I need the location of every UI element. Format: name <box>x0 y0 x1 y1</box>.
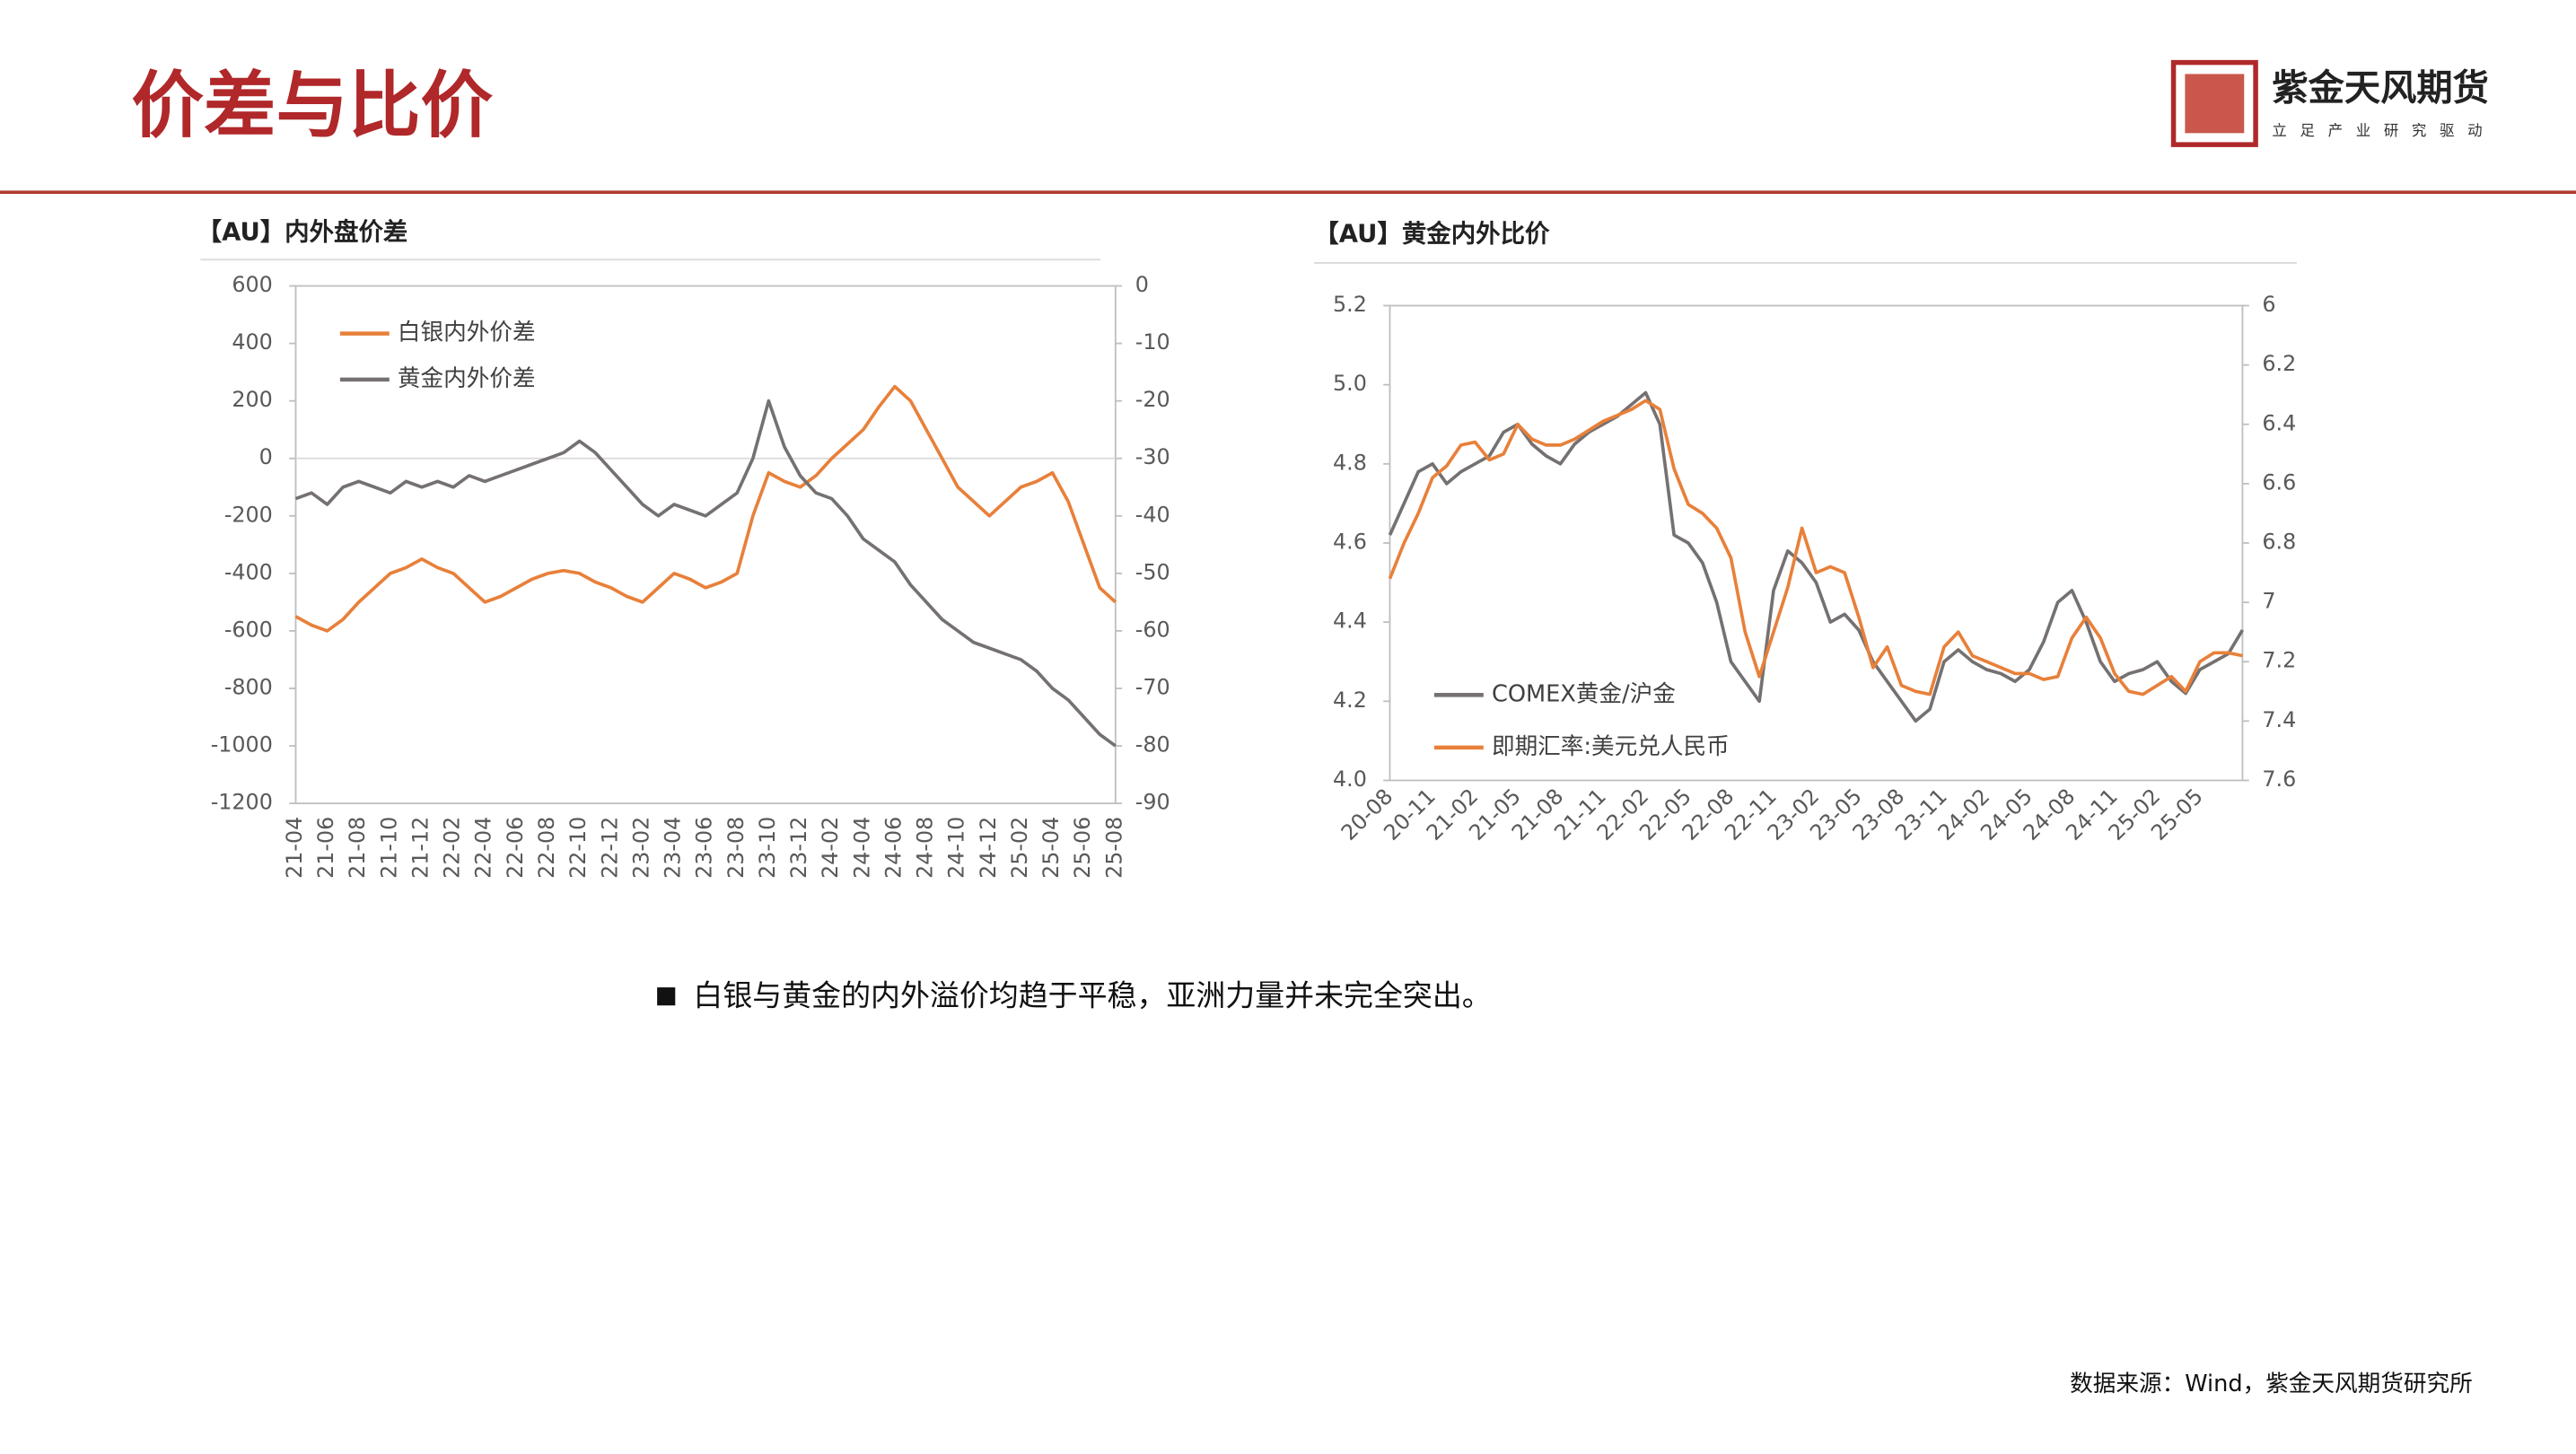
x-tick-label: 24-06 <box>881 817 906 879</box>
x-tick-label: 23-12 <box>786 817 811 879</box>
x-tick-label: 23-10 <box>755 817 780 879</box>
y-tick-label: -1000 <box>211 732 273 758</box>
y2-tick-label: -50 <box>1135 559 1170 584</box>
x-tick-label: 22-06 <box>503 817 528 879</box>
y2-tick-label: 7.4 <box>2262 707 2296 732</box>
y-tick-label: -200 <box>224 502 273 527</box>
y-tick-label: 600 <box>232 272 272 297</box>
y-tick-label: 5.0 <box>1333 371 1367 396</box>
bullet <box>657 987 676 1006</box>
x-tick-label: 22-08 <box>534 817 559 879</box>
brand-slogan: 立足产业研究驱动 <box>2272 122 2495 139</box>
y2-tick-label: 6.6 <box>2262 469 2296 495</box>
y2-tick-label: 7.2 <box>2262 648 2296 673</box>
x-tick-label: 22-02 <box>440 817 465 879</box>
y-tick-label: 4.8 <box>1333 450 1367 475</box>
x-tick-label: 23-06 <box>692 817 717 879</box>
source: 数据来源：Wind，紫金天风期货研究所 <box>2070 1371 2473 1397</box>
y2-tick-label: -90 <box>1135 790 1170 815</box>
legend-label: COMEX黄金/沪金 <box>1492 680 1676 707</box>
series-line <box>1388 399 2243 696</box>
y2-tick-label: 6 <box>2262 292 2275 317</box>
y-tick-label: -400 <box>224 559 273 584</box>
x-tick-label: 21-08 <box>345 817 370 879</box>
y2-tick-label: 7.6 <box>2262 766 2296 792</box>
series-line <box>1388 390 2245 723</box>
y-tick-label: 200 <box>232 387 272 412</box>
y-tick-label: -800 <box>224 674 273 699</box>
note: 白银与黄金的内外溢价均趋于平稳，亚洲力量并未完全突出。 <box>693 978 1491 1013</box>
x-tick-label: 23-04 <box>661 817 686 879</box>
x-tick-label: 25-08 <box>1101 817 1126 879</box>
x-tick-label: 24-08 <box>913 817 938 879</box>
y-tick-label: 0 <box>259 444 273 469</box>
brand-name: 紫金天风期货 <box>2272 68 2489 109</box>
x-tick-label: 24-04 <box>849 817 874 879</box>
y2-tick-label: 6.2 <box>2262 351 2296 376</box>
legend-label: 白银内外价差 <box>398 320 536 346</box>
y2-tick-label: -10 <box>1135 329 1170 355</box>
x-tick-label: 25-04 <box>1038 817 1064 879</box>
series-line <box>294 384 1117 633</box>
chart-title: 【AU】黄金内外比价 <box>1314 219 1550 248</box>
x-tick-label: 25-06 <box>1070 817 1095 879</box>
y2-tick-label: -40 <box>1135 502 1170 527</box>
legend-label: 即期汇率:美元兑人民币 <box>1492 733 1730 760</box>
chart-title: 【AU】内外盘价差 <box>197 217 408 246</box>
x-tick-label: 21-04 <box>282 817 307 879</box>
y-tick-label: 4.4 <box>1333 609 1367 634</box>
slide-title: 价差与比价 <box>131 62 493 147</box>
y-tick-label: 4.6 <box>1333 529 1367 554</box>
x-tick-label: 23-02 <box>628 817 653 879</box>
y-tick-label: -600 <box>224 617 273 642</box>
x-tick-label: 22-10 <box>565 817 591 879</box>
x-tick-label: 25-02 <box>1007 817 1032 879</box>
y2-tick-label: -80 <box>1135 732 1170 758</box>
x-tick-label: 24-02 <box>818 817 843 879</box>
series-line <box>294 399 1117 748</box>
logo-seal-inner <box>2185 74 2245 134</box>
plot-frame <box>1389 304 2244 782</box>
x-tick-label: 23-08 <box>723 817 749 879</box>
y2-tick-label: 6.4 <box>2262 410 2296 435</box>
x-tick-label: 22-12 <box>597 817 622 879</box>
x-tick-label: 24-10 <box>944 817 969 879</box>
plot-frame <box>294 285 1117 805</box>
y-tick-label: 400 <box>232 329 272 355</box>
y-tick-label: 4.0 <box>1333 766 1367 792</box>
x-tick-label: 24-12 <box>976 817 1001 879</box>
y2-tick-label: -20 <box>1135 387 1170 412</box>
x-tick-label: 21-12 <box>407 817 433 879</box>
y2-tick-label: 6.8 <box>2262 529 2296 554</box>
y2-tick-label: 0 <box>1135 272 1149 297</box>
y2-tick-label: -60 <box>1135 617 1170 642</box>
y2-tick-label: -30 <box>1135 444 1170 469</box>
y-tick-label: 5.2 <box>1333 292 1367 317</box>
y-tick-label: -1200 <box>211 790 273 815</box>
x-tick-label: 21-06 <box>313 817 338 879</box>
x-tick-label: 22-04 <box>471 817 496 879</box>
y2-tick-label: -70 <box>1135 674 1170 699</box>
y2-tick-label: 7 <box>2262 589 2275 614</box>
y-tick-label: 4.2 <box>1333 688 1367 713</box>
legend-label: 黄金内外价差 <box>398 365 536 392</box>
x-tick-label: 21-10 <box>376 817 401 879</box>
